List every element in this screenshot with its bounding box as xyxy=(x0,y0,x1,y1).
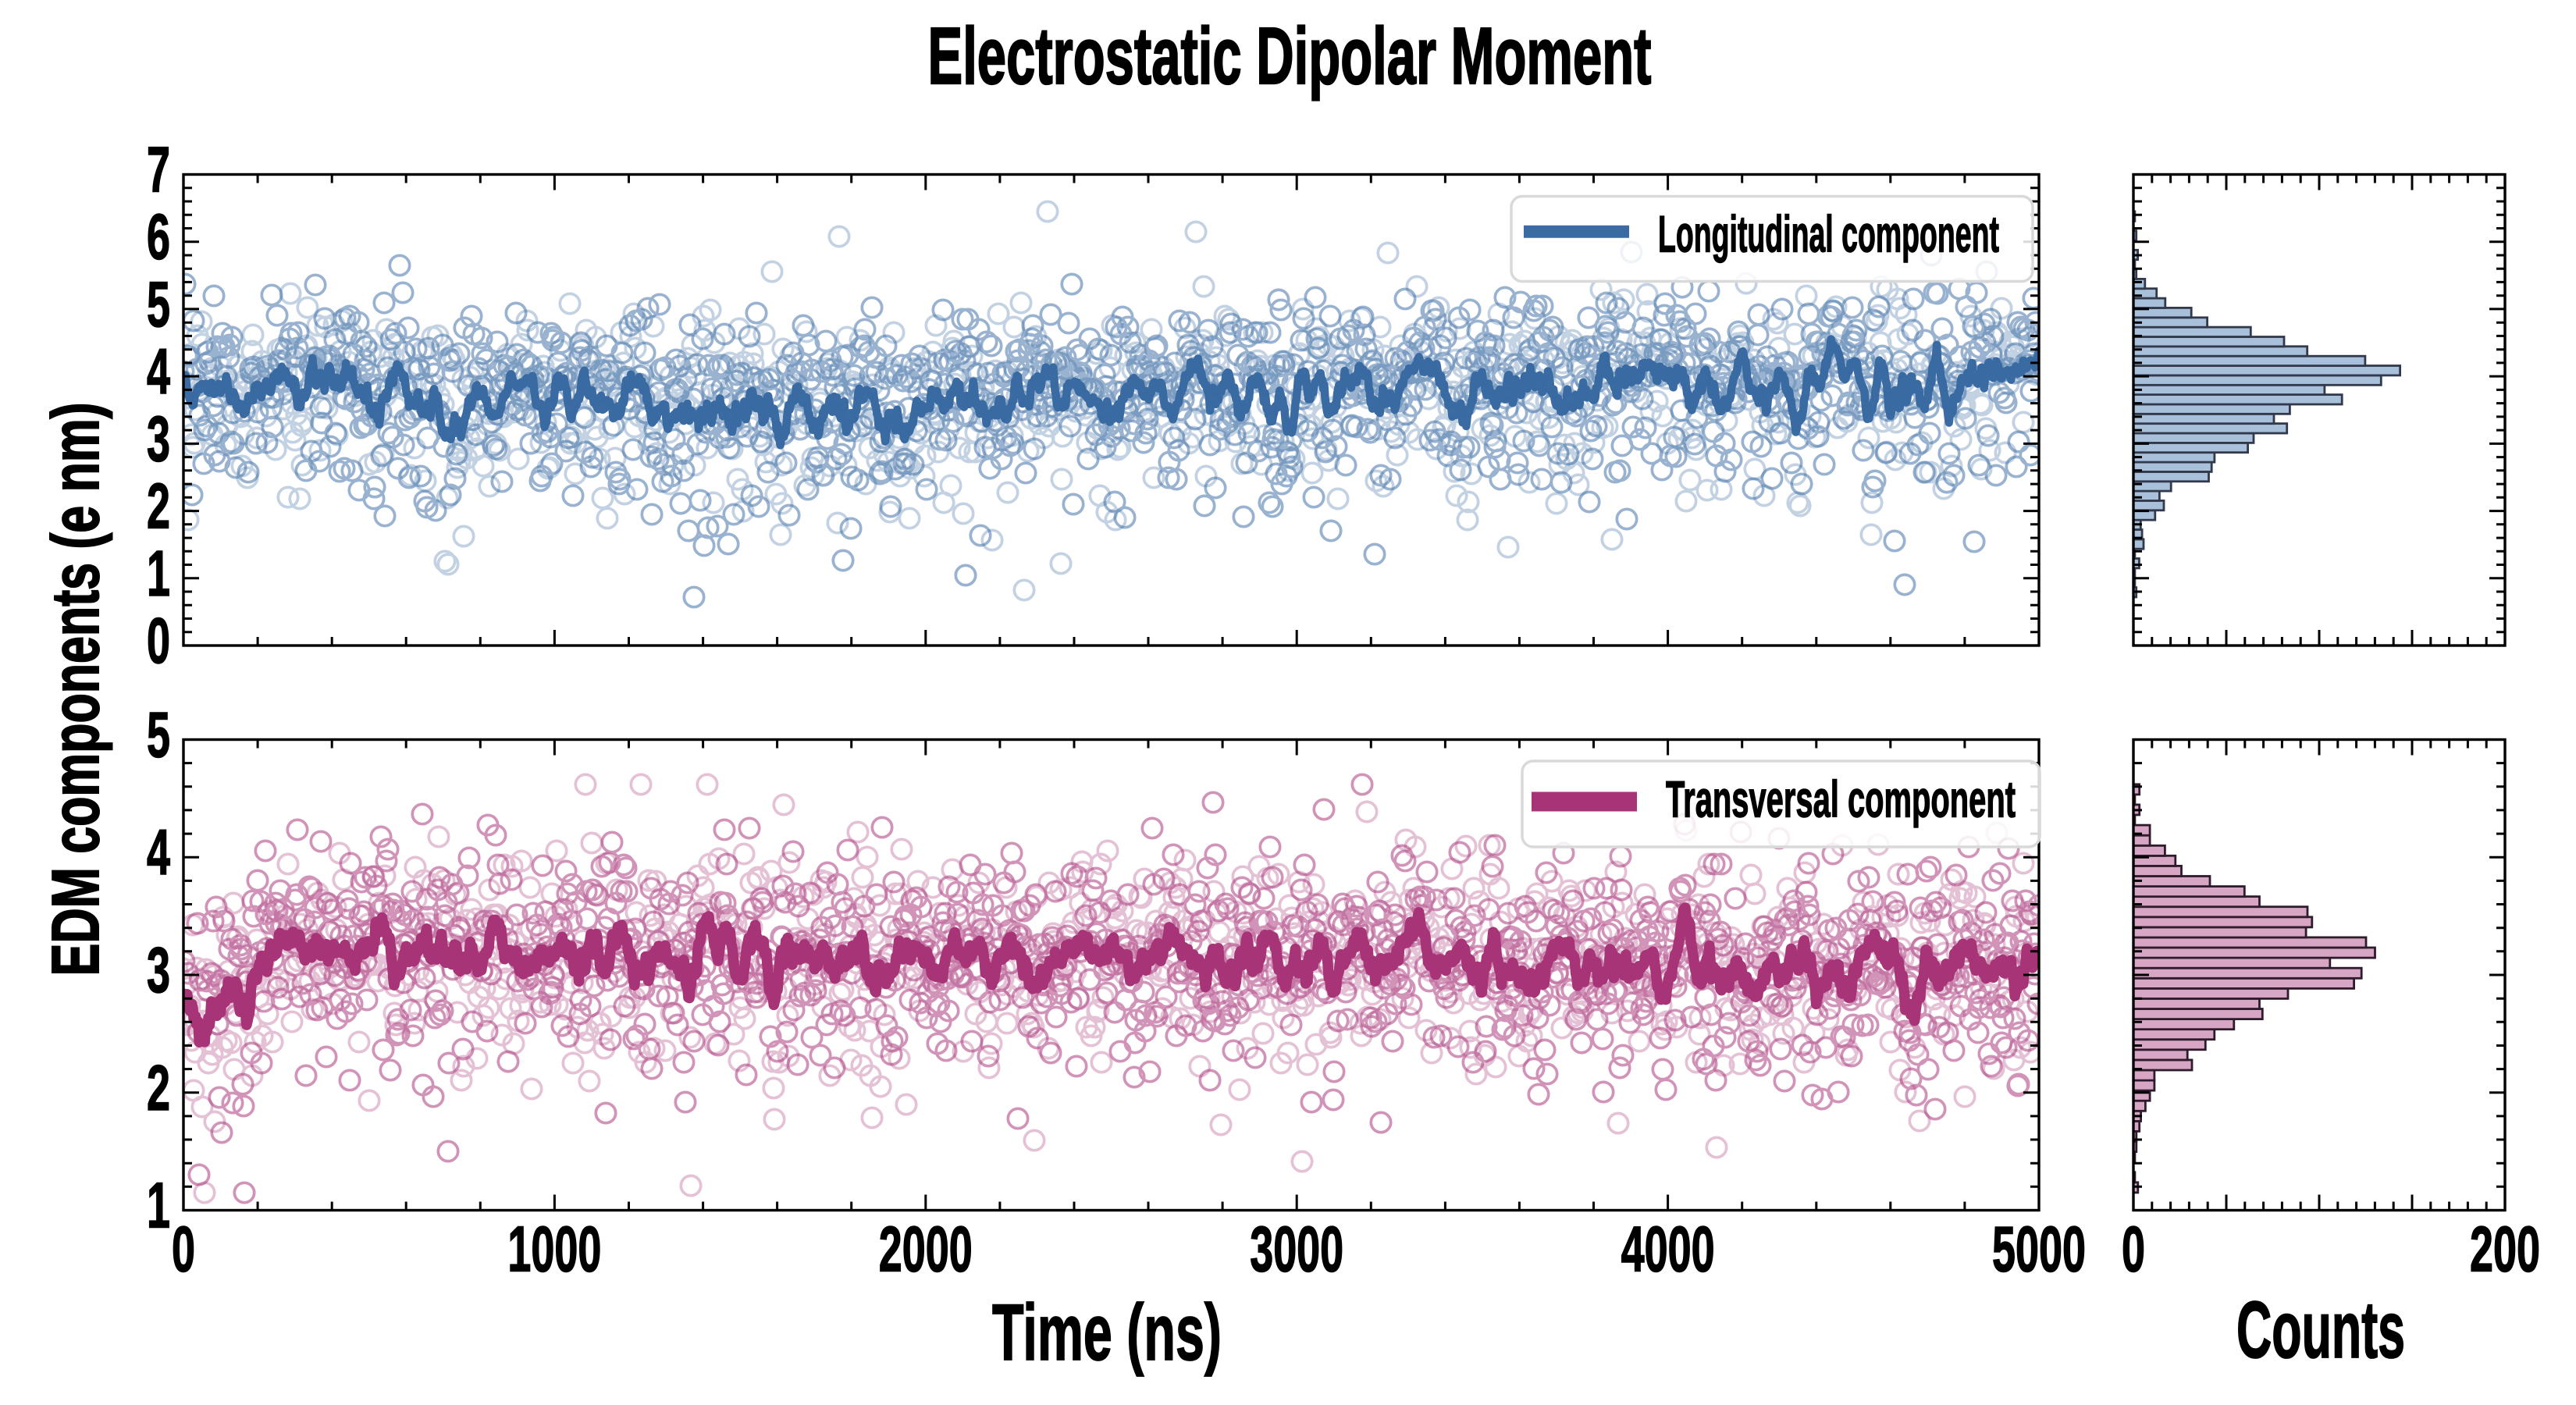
svg-text:3: 3 xyxy=(147,402,170,475)
svg-text:0: 0 xyxy=(172,1213,195,1286)
svg-text:2: 2 xyxy=(147,470,170,542)
svg-text:Longitudinal component: Longitudinal component xyxy=(1658,205,1999,263)
svg-text:2: 2 xyxy=(147,1051,170,1124)
svg-text:200: 200 xyxy=(2470,1213,2540,1286)
svg-text:4: 4 xyxy=(147,335,170,407)
svg-text:6: 6 xyxy=(147,201,170,273)
svg-text:5: 5 xyxy=(147,268,170,340)
svg-text:Time (ns): Time (ns) xyxy=(992,1288,1222,1377)
svg-text:3: 3 xyxy=(147,934,170,1006)
svg-text:EDM components (e nm): EDM components (e nm) xyxy=(39,403,113,976)
svg-text:0: 0 xyxy=(147,604,170,677)
svg-text:5: 5 xyxy=(147,699,170,771)
svg-text:Counts: Counts xyxy=(2236,1285,2405,1375)
svg-text:7: 7 xyxy=(147,133,170,206)
svg-text:1: 1 xyxy=(147,1169,170,1242)
svg-text:1: 1 xyxy=(147,537,170,610)
svg-text:4: 4 xyxy=(147,816,170,888)
svg-text:4000: 4000 xyxy=(1621,1213,1715,1286)
svg-text:5000: 5000 xyxy=(1992,1213,2086,1286)
svg-text:1000: 1000 xyxy=(507,1213,601,1286)
svg-text:0: 0 xyxy=(2122,1213,2145,1286)
svg-text:Electrostatic Dipolar Moment: Electrostatic Dipolar Moment xyxy=(928,11,1652,101)
svg-text:2000: 2000 xyxy=(879,1213,973,1286)
svg-text:Transversal component: Transversal component xyxy=(1666,770,2016,828)
svg-text:3000: 3000 xyxy=(1250,1213,1343,1286)
